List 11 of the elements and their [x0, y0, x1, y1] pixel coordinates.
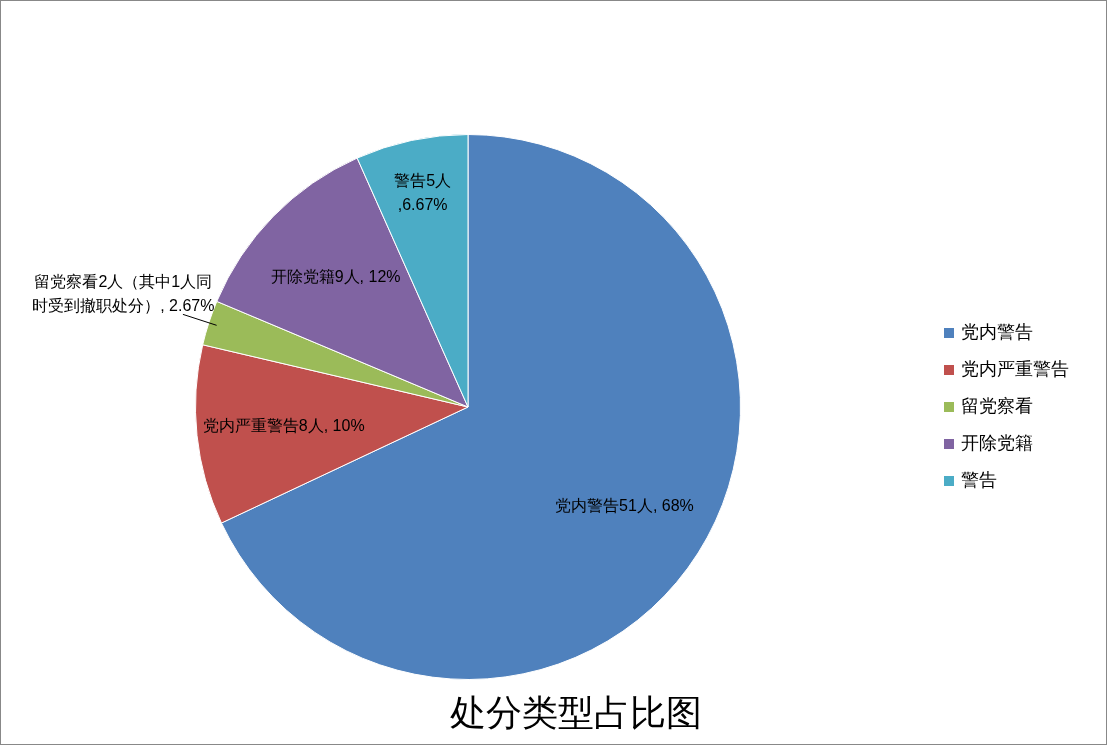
- legend-label: 党内严重警告: [961, 358, 1069, 379]
- text: 处分类型占比图: [450, 691, 702, 733]
- data-label: 党内警告51人, 68%: [555, 496, 694, 514]
- legend-label: 警告: [961, 469, 997, 490]
- legend-label: 留党察看: [961, 395, 1033, 416]
- legend-label: 党内警告: [961, 321, 1033, 342]
- legend-label: 开除党籍: [961, 432, 1033, 453]
- data-label: 开除党籍9人, 12%: [270, 267, 401, 285]
- data-label: 警告5人,6.67%: [394, 172, 452, 214]
- data-label: 党内严重警告8人, 10%: [202, 416, 365, 434]
- data-label: 留党察看2人（其中1人同时受到撤职处分）, 2.67%: [32, 273, 215, 315]
